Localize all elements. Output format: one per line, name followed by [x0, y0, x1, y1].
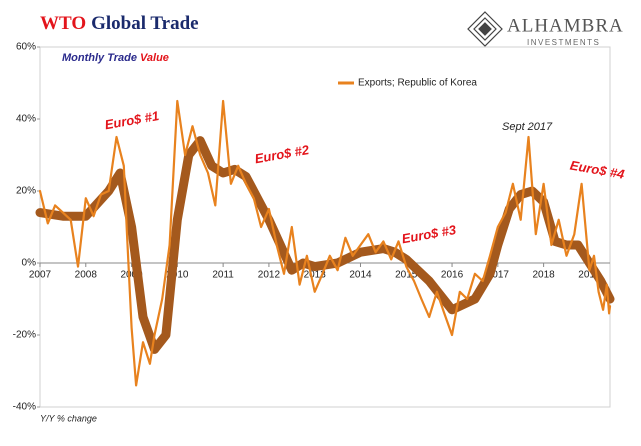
title-part: Global Trade — [91, 13, 199, 34]
x-tick-label: 2011 — [212, 270, 234, 281]
plot-frame — [39, 46, 611, 408]
series-line — [38, 99, 612, 387]
y-axis-label: Y/Y % change — [40, 413, 97, 423]
x-tick-label: 2012 — [258, 270, 281, 281]
x-tick-label: 2009 — [120, 270, 143, 281]
y-tick-label: 0% — [22, 258, 37, 269]
x-tick-label: 2016 — [441, 270, 464, 281]
y-tick-label: 40% — [16, 114, 36, 125]
subtitle: Monthly Trade Value — [62, 52, 169, 64]
x-tick-label: 2008 — [75, 270, 98, 281]
y-tick-label: -40% — [13, 402, 36, 413]
x-tick-label: 2017 — [487, 270, 510, 281]
annotation: Sept 2017 — [502, 121, 553, 133]
y-tick-label: 20% — [16, 186, 36, 197]
annotation: Euro$ #2 — [254, 142, 311, 166]
x-tick-label: 2007 — [29, 270, 52, 281]
x-tick-label: 2010 — [166, 270, 189, 281]
x-tick-label: 2019 — [578, 270, 601, 281]
x-tick-label: 2018 — [532, 270, 555, 281]
subtitle-part: Value — [140, 52, 169, 64]
logo-icon — [467, 11, 503, 47]
x-tick-label: 2015 — [395, 270, 418, 281]
title-part: WTO — [40, 13, 86, 34]
annotation: Euro$ #4 — [569, 158, 626, 182]
annotation: Euro$ #1 — [104, 108, 161, 132]
legend-label: Exports; Republic of Korea — [358, 78, 477, 89]
y-tick-label: 60% — [16, 42, 36, 53]
logo-sub: INVESTMENTS — [527, 38, 600, 47]
chart-title: WTO Global Trade — [40, 13, 199, 34]
x-tick-label: 2014 — [349, 270, 372, 281]
annotation: Euro$ #3 — [401, 222, 458, 246]
y-tick-label: -20% — [13, 330, 36, 341]
x-tick-label: 2013 — [304, 270, 327, 281]
logo-name: ALHAMBRA — [507, 15, 624, 36]
subtitle-part: Monthly Trade — [62, 52, 137, 64]
